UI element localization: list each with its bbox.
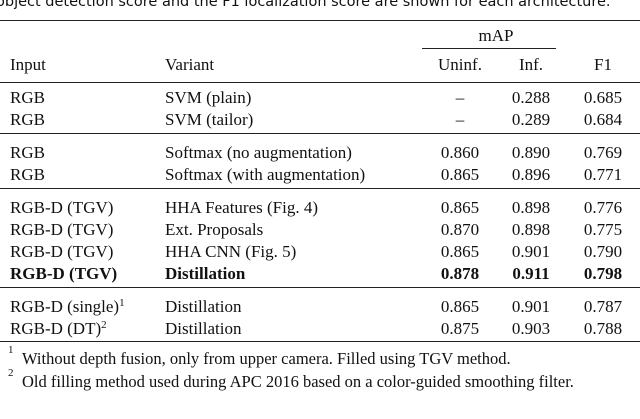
input-cell: RGB bbox=[10, 87, 45, 109]
uninf-cell: – bbox=[455, 110, 465, 129]
bottom-rule bbox=[0, 341, 640, 342]
inf-cell: 0.289 bbox=[511, 110, 551, 129]
column-header: F1 bbox=[594, 55, 612, 74]
uninf-cell: 0.870 bbox=[440, 220, 480, 239]
column-header: Variant bbox=[165, 55, 215, 74]
variant-cell: Ext. Proposals bbox=[165, 220, 264, 239]
input-text: RGB-D (TGV) bbox=[10, 264, 118, 283]
inf-cell: 0.896 bbox=[511, 165, 551, 184]
input-text: RGB-D (TGV) bbox=[10, 220, 114, 239]
inf-cell: 0.898 bbox=[511, 198, 551, 217]
uninf-cell: 0.865 bbox=[440, 198, 480, 217]
inf-cell: 0.901 bbox=[511, 242, 551, 261]
uninf-cell: 0.865 bbox=[440, 242, 480, 261]
f1-cell: 0.788 bbox=[583, 319, 623, 338]
input-text: RGB bbox=[10, 88, 45, 107]
uninf-cell: 0.878 bbox=[440, 264, 480, 283]
input-text: RGB-D (DT) bbox=[10, 319, 102, 338]
uninf-cell: 0.865 bbox=[440, 165, 480, 184]
input-text: RGB bbox=[10, 165, 45, 184]
footnote-ref: 2 bbox=[101, 319, 107, 331]
variant-cell: HHA Features (Fig. 4) bbox=[165, 198, 318, 217]
group-rule bbox=[422, 48, 556, 49]
f1-cell: 0.798 bbox=[583, 264, 623, 283]
input-text: RGB-D (TGV) bbox=[10, 242, 114, 261]
input-cell: RGB bbox=[10, 142, 45, 164]
group-header: mAP bbox=[478, 26, 514, 45]
input-text: RGB-D (TGV) bbox=[10, 198, 114, 217]
variant-cell: Distillation bbox=[165, 319, 242, 338]
f1-cell: 0.787 bbox=[583, 297, 623, 316]
input-cell: RGB-D (TGV) bbox=[10, 263, 117, 285]
input-cell: RGB-D (TGV) bbox=[10, 197, 113, 219]
column-header: Input bbox=[10, 55, 46, 74]
variant-cell: Distillation bbox=[165, 297, 242, 316]
inf-cell: 0.890 bbox=[511, 143, 551, 162]
footnote-text: Old filling method used during APC 2016 … bbox=[22, 372, 574, 391]
uninf-cell: 0.875 bbox=[440, 319, 480, 338]
group-rule bbox=[0, 133, 640, 134]
variant-cell: Softmax (with augmentation) bbox=[165, 165, 366, 184]
f1-cell: 0.684 bbox=[583, 110, 623, 129]
inf-cell: 0.898 bbox=[511, 220, 551, 239]
variant-cell: HHA CNN (Fig. 5) bbox=[165, 242, 297, 261]
f1-cell: 0.776 bbox=[583, 198, 623, 217]
footnote-text: Without depth fusion, only from upper ca… bbox=[22, 349, 511, 368]
input-text: RGB bbox=[10, 110, 45, 129]
inf-cell: 0.903 bbox=[511, 319, 551, 338]
f1-cell: 0.685 bbox=[583, 88, 623, 107]
inf-cell: 0.288 bbox=[511, 88, 551, 107]
input-cell: RGB bbox=[10, 164, 45, 186]
inf-cell: 0.901 bbox=[511, 297, 551, 316]
footnote-ref: 1 bbox=[119, 297, 125, 309]
uninf-cell: – bbox=[455, 88, 465, 107]
variant-cell: Softmax (no augmentation) bbox=[165, 143, 352, 162]
input-cell: RGB-D (TGV) bbox=[10, 219, 113, 241]
variant-cell: SVM (plain) bbox=[165, 88, 252, 107]
caption: object detection score and the F1 locali… bbox=[0, 0, 611, 10]
input-cell: RGB-D (TGV) bbox=[10, 241, 113, 263]
footnote-mark: 1 bbox=[8, 344, 14, 356]
input-cell: RGB bbox=[10, 109, 45, 131]
uninf-cell: 0.860 bbox=[440, 143, 480, 162]
f1-cell: 0.790 bbox=[583, 242, 623, 261]
f1-cell: 0.769 bbox=[583, 143, 623, 162]
uninf-cell: 0.865 bbox=[440, 297, 480, 316]
top-rule bbox=[0, 20, 640, 21]
f1-cell: 0.775 bbox=[583, 220, 623, 239]
variant-cell: Distillation bbox=[165, 264, 246, 283]
column-header: Inf. bbox=[518, 55, 544, 74]
footnote-mark: 2 bbox=[8, 367, 14, 379]
variant-cell: SVM (tailor) bbox=[165, 110, 254, 129]
input-cell: RGB-D (DT)2 bbox=[10, 318, 107, 340]
input-text: RGB-D (single) bbox=[10, 297, 120, 316]
column-header: Uninf. bbox=[438, 55, 482, 74]
inf-cell: 0.911 bbox=[512, 264, 550, 283]
header-rule bbox=[0, 82, 640, 83]
input-cell: RGB-D (single)1 bbox=[10, 296, 125, 318]
f1-cell: 0.771 bbox=[583, 165, 623, 184]
group-rule bbox=[0, 188, 640, 189]
group-rule bbox=[0, 287, 640, 288]
input-text: RGB bbox=[10, 143, 45, 162]
